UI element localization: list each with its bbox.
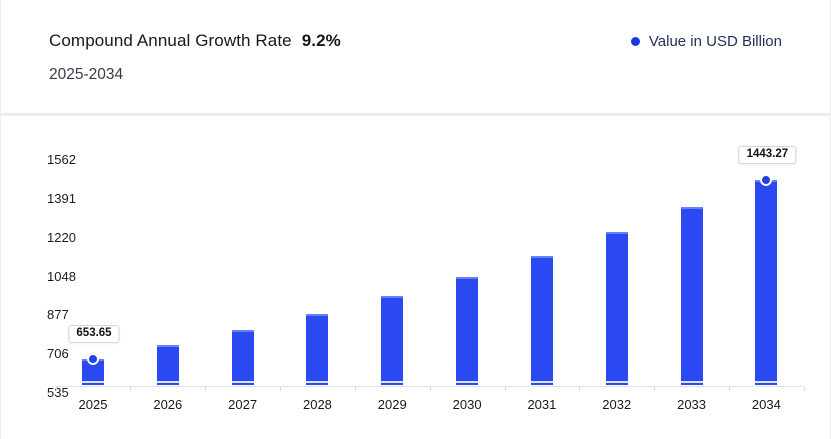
data-point-marker-2034[interactable] <box>760 173 773 186</box>
bar-top-highlight <box>680 207 703 210</box>
bar-top-highlight <box>231 330 254 333</box>
bar-top-highlight <box>381 296 404 299</box>
bar-2029[interactable] <box>381 296 404 386</box>
x-axis-label-2026: 2026 <box>153 397 183 412</box>
x-axis-label-2032: 2032 <box>602 397 632 412</box>
legend-dot-icon <box>630 37 640 46</box>
y-axis-label-1562: 1562 <box>47 152 76 168</box>
x-axis-line <box>55 385 804 387</box>
bar-2026[interactable] <box>156 344 179 386</box>
x-axis-tick <box>429 386 431 391</box>
x-axis-tick <box>55 386 57 391</box>
data-point-marker-2025[interactable] <box>87 352 99 365</box>
y-axis-label-706: 706 <box>47 346 69 362</box>
x-axis-label-2033: 2033 <box>677 397 707 412</box>
y-axis-label-1391: 1391 <box>47 190 76 206</box>
bar-base-stripe <box>306 381 329 384</box>
value-tooltip-2034: 1443.27 <box>738 145 797 164</box>
bar-2034[interactable] <box>755 179 778 386</box>
bar-base-stripe <box>755 381 778 384</box>
x-axis-tick <box>728 386 730 391</box>
chart-card: 535 706 877 1048 1220 1391 1562 2025 2026 2027 202… <box>1 116 830 439</box>
legend-label: Value in USD Billion <box>648 33 782 50</box>
bar-2031[interactable] <box>530 255 553 386</box>
x-axis-tick <box>280 386 282 391</box>
x-axis-label-2030: 2030 <box>452 397 482 412</box>
x-axis-tick <box>354 386 356 391</box>
bar-base-stripe <box>82 381 104 384</box>
x-axis-tick <box>803 386 805 391</box>
bar-2032[interactable] <box>605 232 628 386</box>
chart-area: 535 706 877 1048 1220 1391 1562 2025 2026 2027 202… <box>1 116 830 439</box>
x-axis-tick <box>504 386 506 391</box>
bar-2033[interactable] <box>680 207 703 386</box>
bar-top-highlight <box>306 313 329 316</box>
cagr-value: 9.2% <box>301 31 341 50</box>
chart-period: 2025-2034 <box>49 66 124 83</box>
bar-2030[interactable] <box>456 276 479 386</box>
chart-header: Compound Annual Growth Rate 9.2% 2025-203… <box>1 0 830 113</box>
x-axis-label-2027: 2027 <box>228 397 258 412</box>
x-axis-label-2025: 2025 <box>78 397 108 412</box>
x-axis-tick <box>130 386 132 391</box>
bar-top-highlight <box>605 232 628 235</box>
chart-title-row: Compound Annual Growth Rate 9.2% <box>49 31 341 51</box>
bar-base-stripe <box>381 381 404 384</box>
x-axis-label-2028: 2028 <box>302 397 332 412</box>
chart-title: Compound Annual Growth Rate <box>49 31 292 50</box>
value-tooltip-2025: 653.65 <box>68 324 120 343</box>
section-divider <box>1 113 830 116</box>
x-axis-label-2034: 2034 <box>751 397 781 412</box>
bar-base-stripe <box>231 381 254 384</box>
bar-2027[interactable] <box>231 330 254 386</box>
bar-base-stripe <box>456 381 479 384</box>
legend-item-value-usd-billion[interactable]: Value in USD Billion <box>630 33 782 50</box>
y-axis-label-1048: 1048 <box>47 268 76 284</box>
y-axis-label-535: 535 <box>47 385 69 400</box>
x-axis-tick <box>205 386 207 391</box>
x-axis-label-2029: 2029 <box>377 397 407 412</box>
bar-2028[interactable] <box>306 313 329 386</box>
x-axis-label-2031: 2031 <box>527 397 557 412</box>
bar-base-stripe <box>530 381 553 384</box>
bar-base-stripe <box>680 381 703 384</box>
bar-top-highlight <box>456 276 479 279</box>
bar-top-highlight <box>156 344 179 347</box>
bar-base-stripe <box>605 381 628 384</box>
bar-base-stripe <box>156 381 179 384</box>
x-axis-tick <box>654 386 656 391</box>
bar-top-highlight <box>530 255 553 258</box>
y-axis-label-1220: 1220 <box>47 229 76 245</box>
y-axis-label-877: 877 <box>47 307 69 323</box>
x-axis-tick <box>579 386 581 391</box>
